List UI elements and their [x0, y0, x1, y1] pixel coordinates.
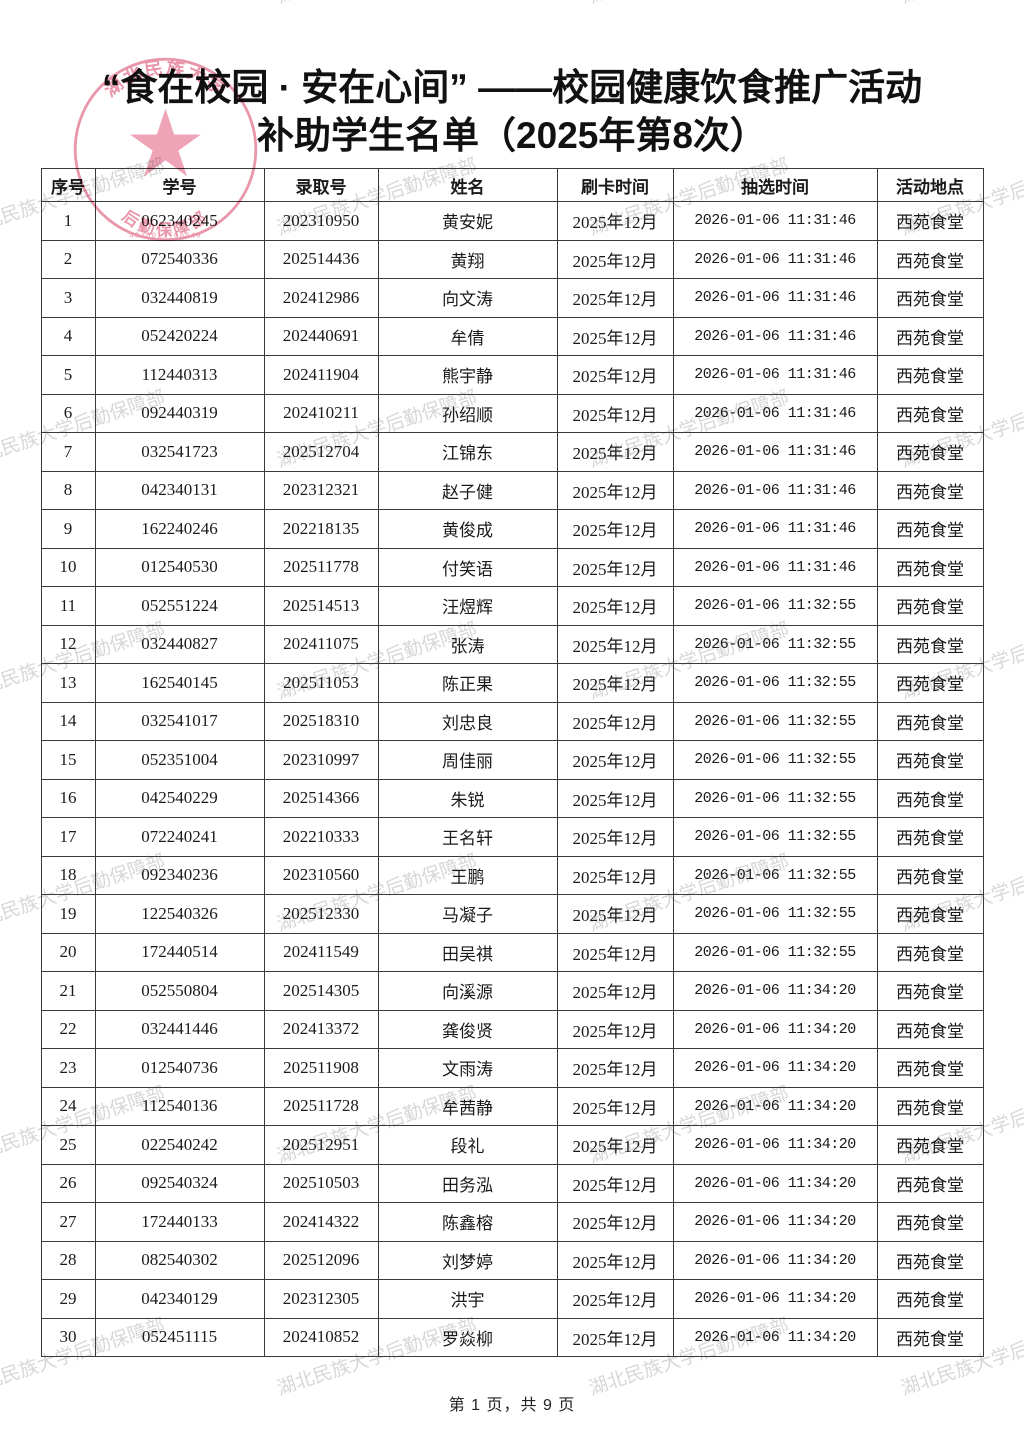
svg-text:4326011T00449: 4326011T00449 — [129, 233, 202, 241]
svg-text:湖北民族大学: 湖北民族大学 — [100, 57, 232, 101]
